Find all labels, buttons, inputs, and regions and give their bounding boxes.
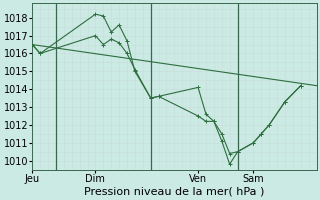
X-axis label: Pression niveau de la mer( hPa ): Pression niveau de la mer( hPa ) [84, 187, 265, 197]
